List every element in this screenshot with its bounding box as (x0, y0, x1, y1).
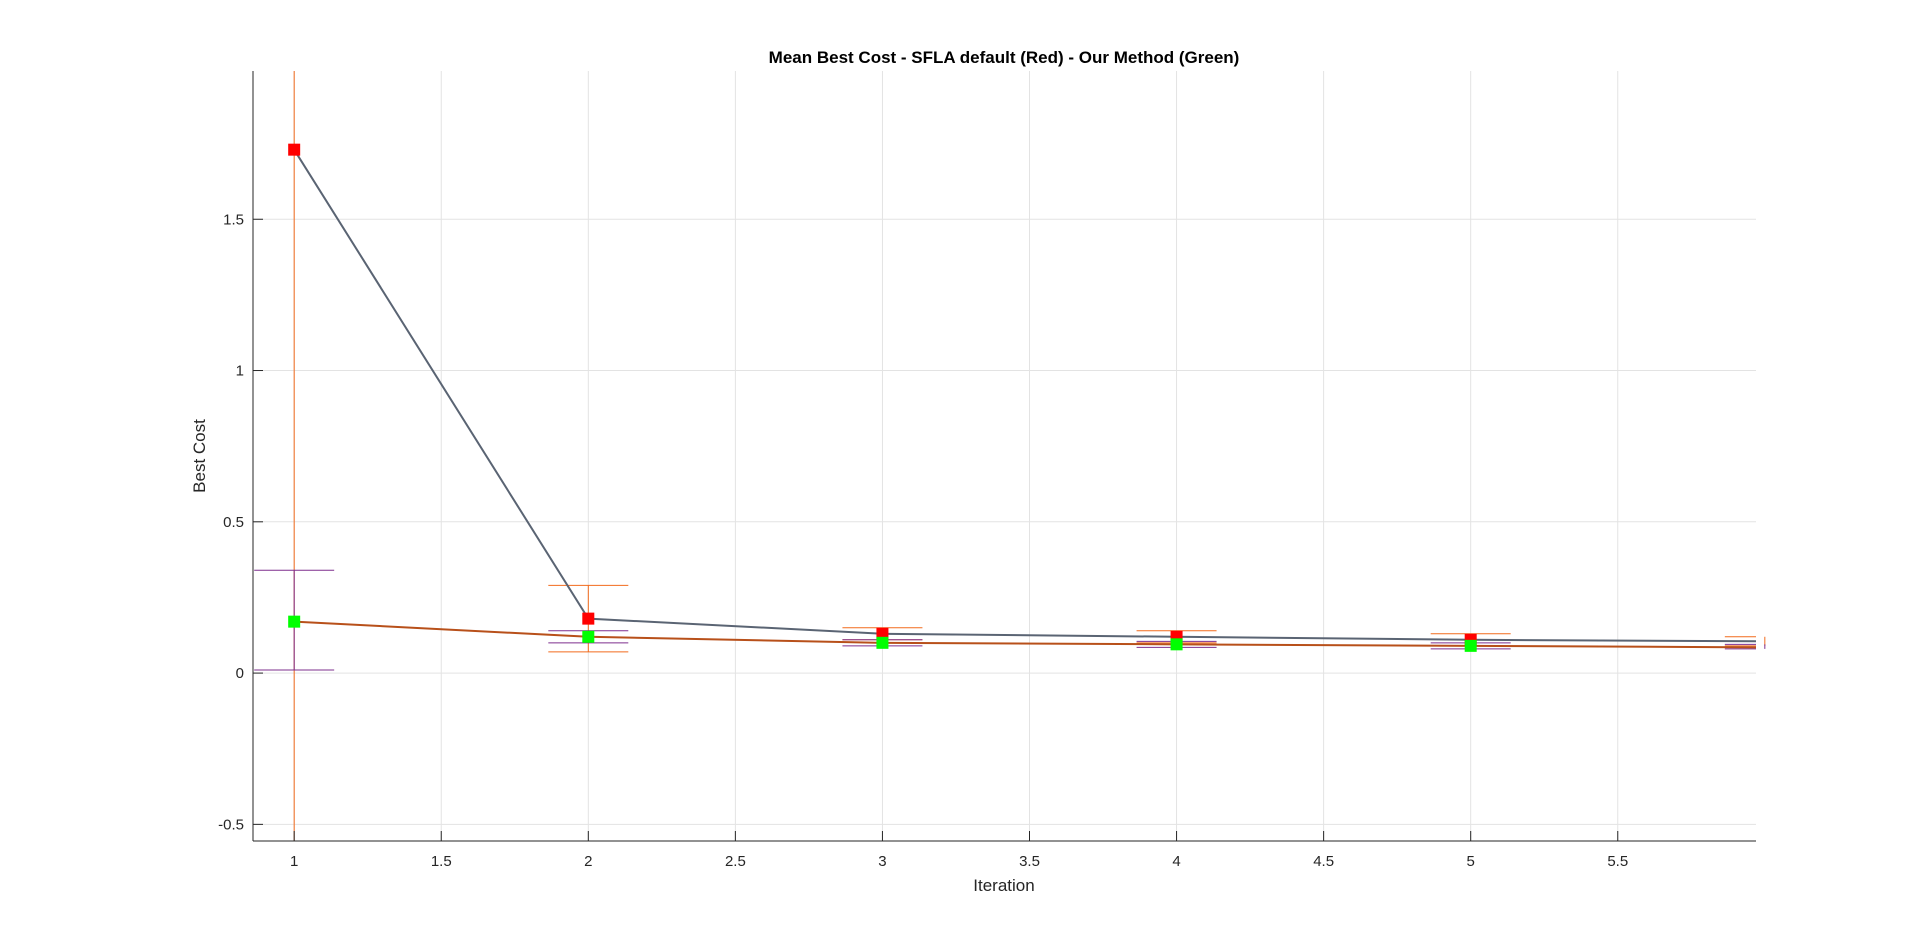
data-point-series-2 (288, 615, 301, 628)
series-lines (293, 149, 1757, 649)
y-axis-label: Best Cost (190, 419, 209, 493)
data-point-series-2 (582, 630, 595, 643)
x-tick-label: 5.5 (1607, 853, 1628, 870)
data-point-series-2 (1170, 638, 1183, 651)
x-tick-label: 3.5 (1019, 853, 1040, 870)
data-point-series-1 (582, 612, 595, 625)
series-markers (288, 143, 1477, 652)
axes (252, 71, 1756, 842)
data-point-series-1 (288, 143, 301, 156)
y-tick-label: -0.5 (218, 816, 244, 833)
grid (253, 71, 1756, 841)
x-tick-label: 2 (584, 853, 592, 870)
series-line-2 (294, 620, 1757, 649)
y-tick-label: 0.5 (223, 514, 244, 531)
x-tick-label: 4.5 (1313, 853, 1334, 870)
x-tick-label: 1 (290, 853, 298, 870)
x-tick-label: 1.5 (431, 853, 452, 870)
y-tick-label: 1 (236, 363, 244, 380)
y-tick-label: 0 (236, 665, 244, 682)
chart-title: Mean Best Cost - SFLA default (Red) - Ou… (769, 48, 1240, 67)
series-line-1 (293, 149, 1757, 643)
x-tick-label: 2.5 (725, 853, 746, 870)
x-tick-label: 4 (1172, 853, 1180, 870)
data-point-series-2 (876, 636, 889, 649)
x-axis-label: Iteration (973, 876, 1034, 895)
data-point-series-2 (1464, 639, 1477, 652)
x-tick-label: 3 (878, 853, 886, 870)
y-tick-label: 1.5 (223, 211, 244, 228)
x-tick-label: 5 (1467, 853, 1475, 870)
tick-labels: 1 1.5 2 2.5 3 3.5 4 4.5 5 5.5 -0.5 0 0.5 1 1.5 (218, 211, 1628, 870)
data-point-series-1 (876, 627, 889, 640)
